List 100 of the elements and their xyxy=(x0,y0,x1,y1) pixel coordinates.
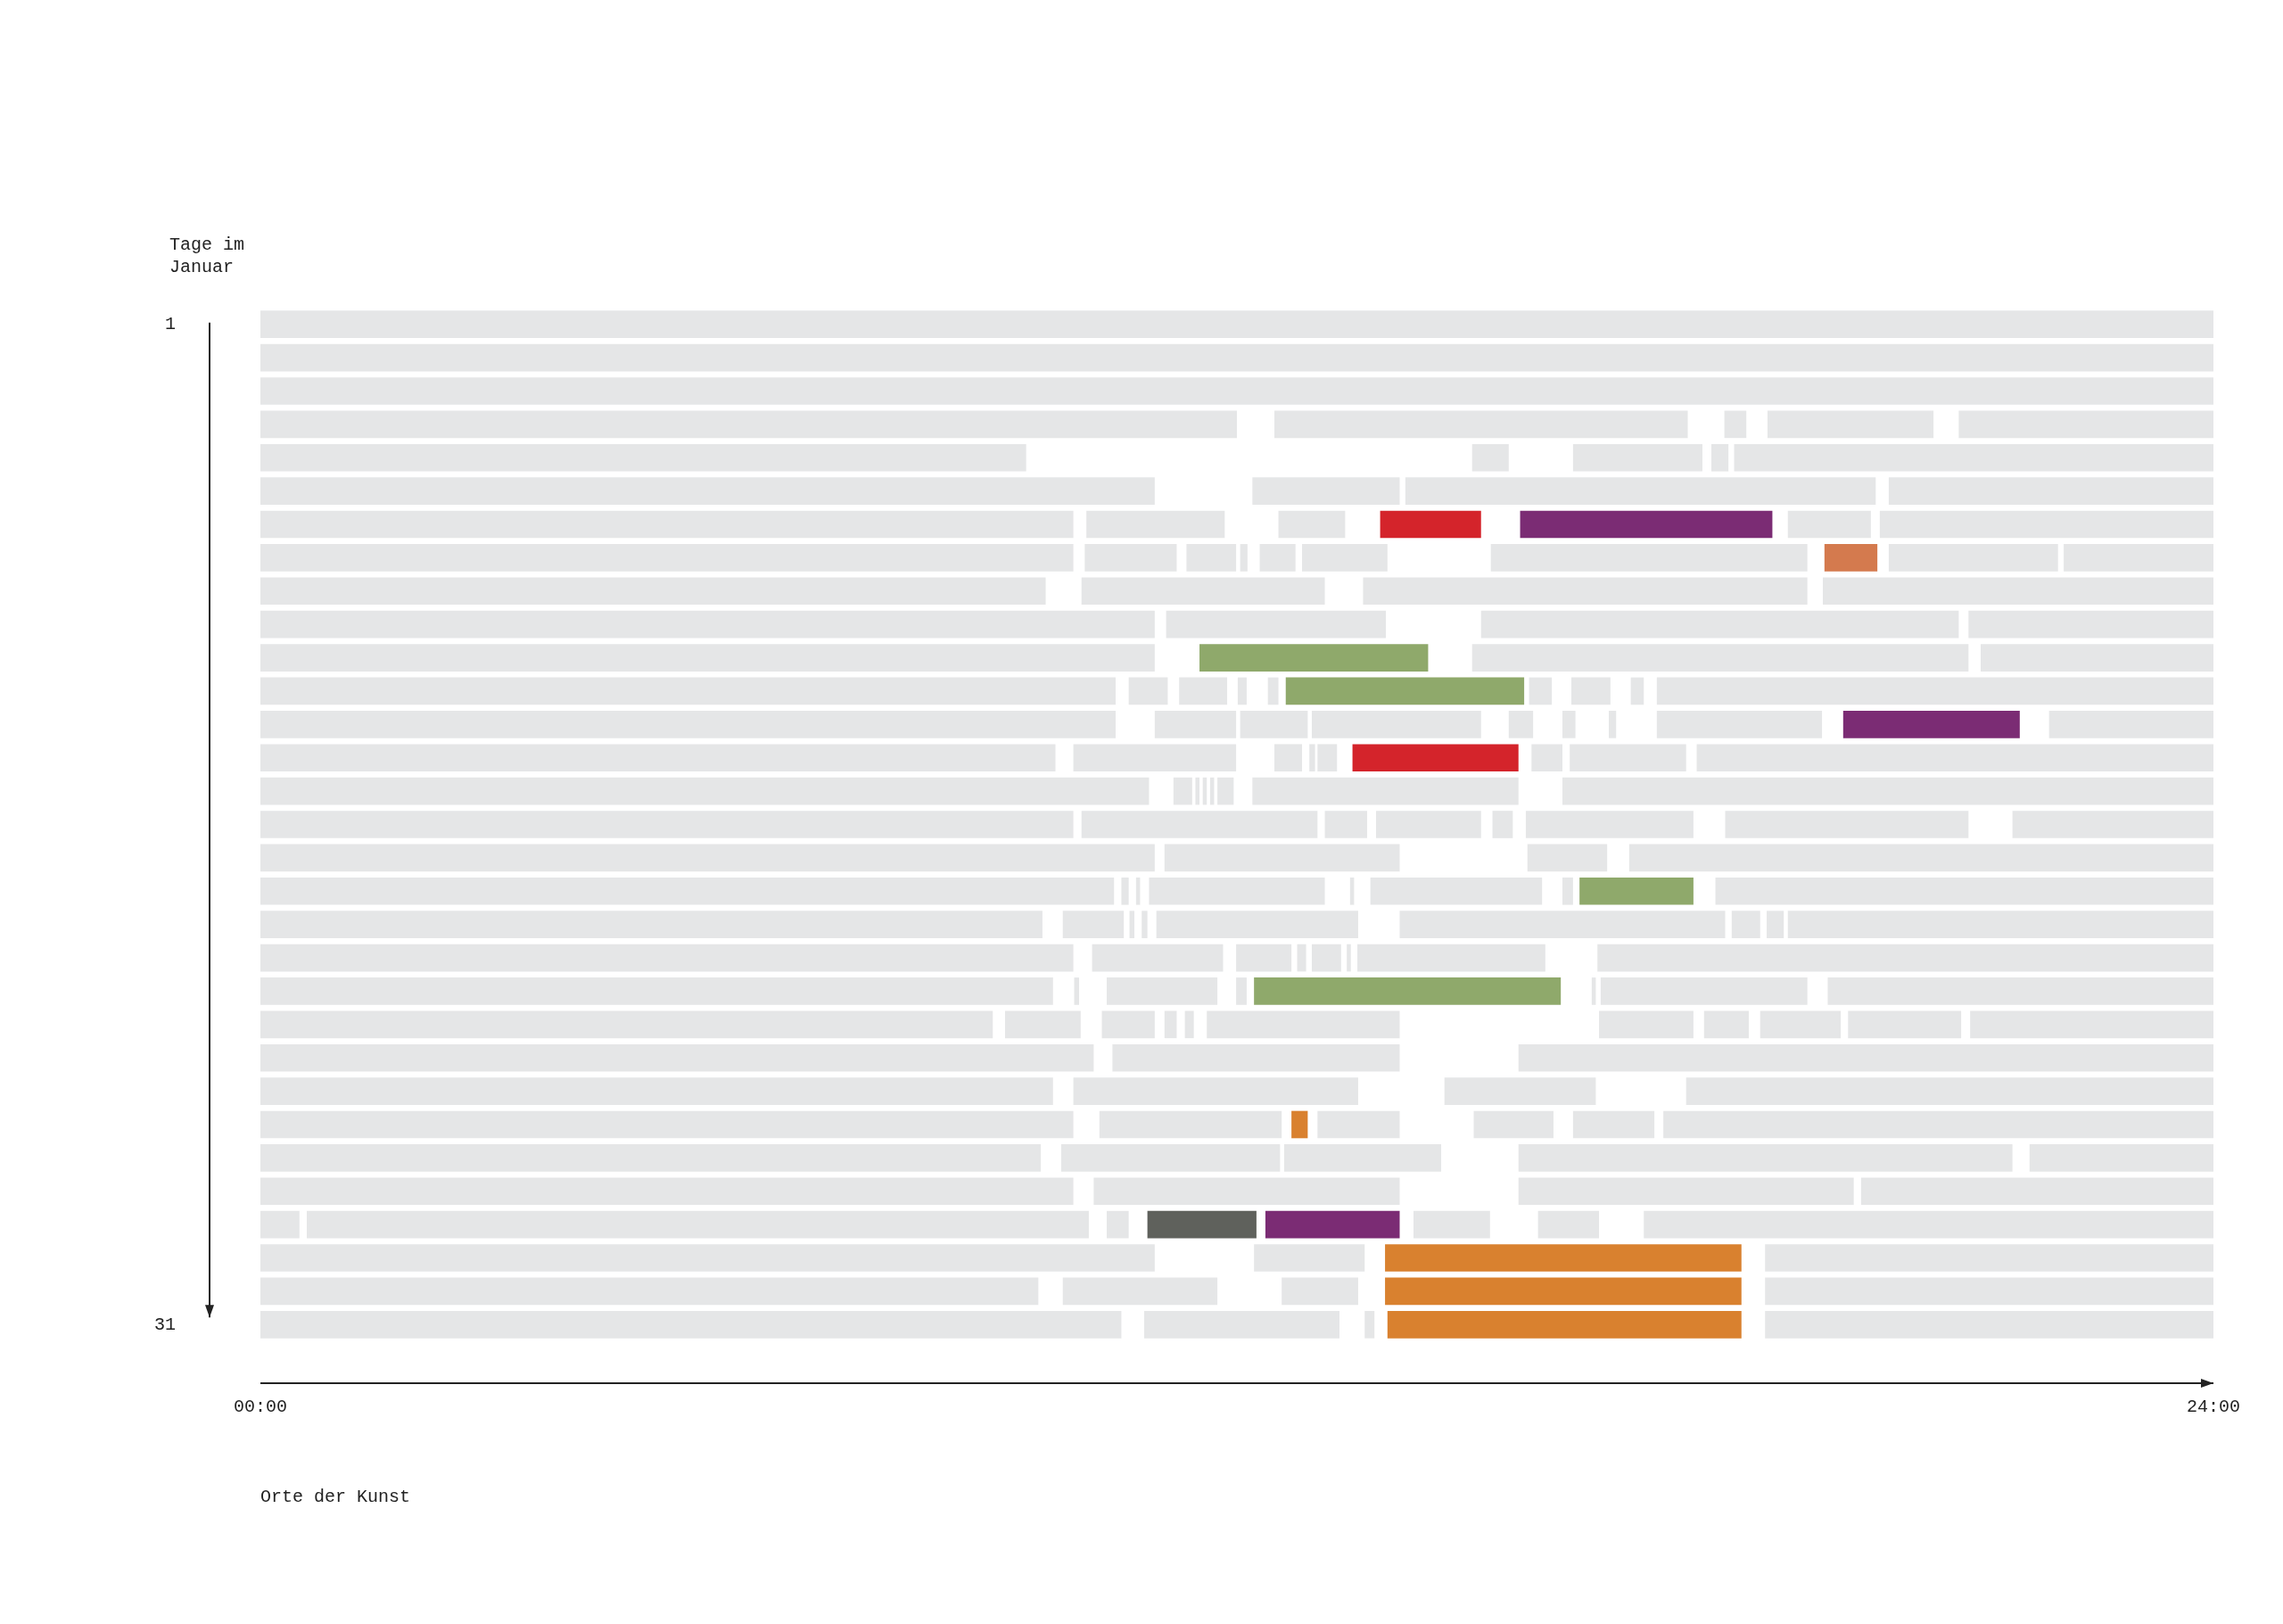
bar xyxy=(1324,811,1367,838)
bar xyxy=(1186,544,1237,572)
bar xyxy=(1240,544,1248,572)
bar xyxy=(260,577,1046,606)
bar xyxy=(260,677,1117,705)
bar xyxy=(1385,1244,1742,1272)
bar xyxy=(1074,977,1079,1005)
bar xyxy=(1570,744,1686,772)
bar xyxy=(1490,544,1808,572)
bar xyxy=(1164,844,1400,872)
bar xyxy=(1970,1010,2213,1039)
bar xyxy=(260,443,1026,472)
bar xyxy=(1571,677,1611,705)
bar xyxy=(260,1077,1053,1105)
bar xyxy=(1142,911,1148,938)
bar xyxy=(260,343,2213,372)
bar xyxy=(1767,410,1934,439)
bar xyxy=(1529,677,1553,705)
bar xyxy=(1081,577,1325,606)
bar xyxy=(260,610,1155,639)
bar xyxy=(1663,1110,2213,1139)
bar xyxy=(1195,777,1200,805)
bar xyxy=(1572,443,1702,472)
bar xyxy=(1413,1210,1490,1239)
bar xyxy=(1734,443,2213,472)
bar xyxy=(1520,510,1773,539)
bar xyxy=(260,410,1237,439)
bar xyxy=(260,944,1074,972)
bar xyxy=(260,1210,300,1239)
bar xyxy=(1273,410,1688,439)
bar xyxy=(1518,1144,2013,1172)
bar xyxy=(1062,911,1125,938)
bar xyxy=(1291,1110,1308,1139)
bar xyxy=(1492,811,1513,838)
bar xyxy=(1879,510,2213,539)
bar xyxy=(260,911,1043,938)
bar xyxy=(1112,1043,1400,1072)
bar xyxy=(1154,711,1237,738)
bar xyxy=(1283,1144,1442,1172)
bar xyxy=(1267,677,1279,705)
bar xyxy=(1236,977,1247,1005)
bar xyxy=(1888,477,2213,505)
bar xyxy=(1236,944,1292,972)
bar xyxy=(1958,410,2213,439)
bar xyxy=(1121,877,1129,905)
bar xyxy=(1628,844,2213,872)
bar xyxy=(1724,410,1747,439)
bar xyxy=(1597,944,2213,972)
bar xyxy=(1101,1010,1155,1039)
bar xyxy=(1710,443,1729,472)
bar xyxy=(1309,744,1315,772)
bar xyxy=(1199,644,1429,672)
bar xyxy=(1609,711,1617,738)
bar xyxy=(1444,1077,1596,1105)
bar xyxy=(1842,711,2020,738)
bar xyxy=(1164,1010,1177,1039)
bar xyxy=(1572,1110,1655,1139)
bar xyxy=(260,1010,993,1039)
bar xyxy=(1703,1010,1749,1039)
bar xyxy=(1302,544,1388,572)
bar xyxy=(1317,1110,1400,1139)
bar xyxy=(260,644,1155,672)
bar xyxy=(1062,1277,1218,1306)
bar xyxy=(1888,544,2058,572)
bar xyxy=(1357,944,1545,972)
bar xyxy=(1380,510,1481,539)
bar xyxy=(1081,811,1318,838)
bar xyxy=(1860,1177,2213,1206)
bar xyxy=(1480,610,1959,639)
bar xyxy=(260,1244,1155,1272)
bar xyxy=(1370,877,1543,905)
bar xyxy=(260,1277,1039,1306)
bar xyxy=(1644,1210,2213,1239)
bar xyxy=(1562,777,2213,805)
bar xyxy=(1143,1310,1339,1339)
bar xyxy=(1254,1244,1365,1272)
bar xyxy=(1473,1110,1554,1139)
bar xyxy=(260,1043,1094,1072)
bar xyxy=(1715,877,2213,905)
bar xyxy=(1725,811,1969,838)
bar xyxy=(1147,1210,1257,1239)
x-tick-label: 00:00 xyxy=(233,1396,288,1417)
bar xyxy=(1217,777,1234,805)
bar xyxy=(1767,911,1784,938)
bar xyxy=(1537,1210,1600,1239)
bar xyxy=(1363,577,1808,606)
bar xyxy=(1765,1277,2213,1306)
y-tick-label: 31 xyxy=(153,1314,176,1335)
bar xyxy=(2029,1144,2213,1172)
bar xyxy=(260,1110,1074,1139)
bar xyxy=(1599,1010,1694,1039)
bar xyxy=(307,1210,1089,1239)
bar xyxy=(1166,610,1386,639)
bar xyxy=(1347,944,1351,972)
bar xyxy=(1149,877,1325,905)
bar xyxy=(260,1177,1074,1206)
bar xyxy=(1073,744,1237,772)
bar xyxy=(1827,977,2213,1005)
bar xyxy=(1471,644,1969,672)
bar xyxy=(2012,811,2213,838)
